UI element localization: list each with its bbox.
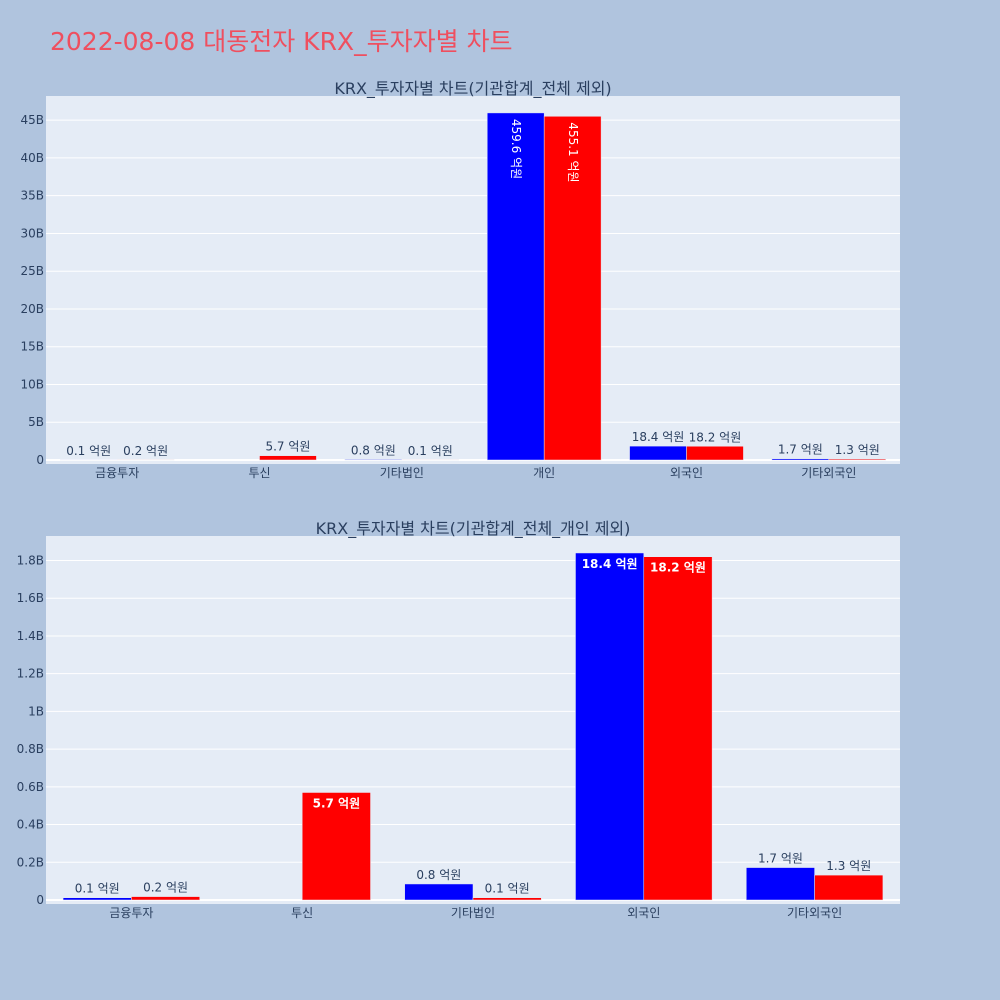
chart-title: KRX_투자자별 차트(기관합계_전체_개인 제외) [316,519,631,539]
data-label: 0.1 억원 [75,882,120,896]
y-tick-label: 1B [28,704,44,718]
y-tick-label: 1.2B [17,667,44,681]
x-tick-label: 기타법인 [451,906,495,920]
bar [301,792,371,901]
y-tick-label: 30B [20,226,44,240]
bar [814,874,884,901]
data-label: 455.1 억원 [566,122,580,182]
bar [62,897,132,901]
bar [472,897,542,901]
page-title: 2022-08-08 대동전자 KRX_투자자별 차트 [50,27,513,56]
data-label: 5.7 억원 [265,440,310,454]
x-tick-label: 금융투자 [109,906,153,920]
y-tick-label: 0.6B [17,780,44,794]
x-tick-label: 기타외국인 [787,906,842,920]
data-label: 1.7 억원 [778,443,823,457]
x-tick-label: 투신 [291,906,313,920]
bar [746,867,815,901]
data-label: 0.2 억원 [143,881,188,895]
y-tick-label: 0.8B [17,742,44,756]
x-tick-label: 외국인 [627,906,660,920]
x-tick-label: 기타외국인 [801,466,856,480]
x-tick-label: 개인 [533,466,555,480]
y-tick-label: 0.4B [17,818,44,832]
y-tick-label: 1.6B [17,591,44,605]
data-label: 0.8 억원 [416,868,461,882]
bar [828,458,887,461]
data-label: 5.7 억원 [313,796,361,810]
bar [259,455,317,461]
data-label: 18.2 억원 [650,561,706,575]
x-tick-label: 기타법인 [380,466,424,480]
data-label: 18.2 억원 [689,430,742,444]
bar [575,552,645,901]
bar [486,112,545,461]
y-tick-label: 0 [36,453,44,467]
plot-area [46,96,900,464]
data-label: 1.7 억원 [758,852,803,866]
y-tick-label: 0 [36,893,44,907]
data-label: 0.8 억원 [351,443,396,457]
y-tick-label: 1.8B [17,554,44,568]
x-tick-label: 투신 [248,466,270,480]
bar [771,458,830,461]
bar [686,446,744,461]
data-label: 0.1 억원 [408,444,453,458]
y-tick-label: 0.2B [17,855,44,869]
y-tick-label: 1.4B [17,629,44,643]
data-label: 18.4 억원 [632,430,685,444]
data-label: 18.4 억원 [582,557,638,571]
y-tick-label: 40B [20,151,44,165]
y-tick-label: 15B [20,340,44,354]
data-label: 0.1 억원 [485,882,530,896]
plot-area [46,536,900,904]
x-tick-label: 외국인 [670,466,703,480]
bar [543,116,602,461]
bar [629,445,687,461]
y-tick-label: 45B [20,113,44,127]
bar [131,896,200,901]
y-tick-label: 25B [20,264,44,278]
y-tick-label: 35B [20,189,44,203]
x-tick-label: 금융투자 [95,466,139,480]
bar [643,556,713,901]
data-label: 459.6 억원 [509,119,523,179]
bar [404,883,474,901]
chart-top: 0 5B 10B 15B 20B 25B 30B 35B 40B 45B KRX_투자자별 차트(기… [20,79,900,480]
data-label: 1.3 억원 [826,859,871,873]
data-label: 1.3 억원 [835,443,880,457]
chart-title: KRX_투자자별 차트(기관합계_전체 제외) [334,79,611,99]
data-label: 0.1 억원 [66,444,111,458]
y-tick-label: 10B [20,377,44,391]
data-label: 0.2 억원 [123,444,168,458]
y-tick-label: 5B [28,415,44,429]
bar [344,459,403,461]
y-tick-label: 20B [20,302,44,316]
chart-bottom: 0 0.2B 0.4B 0.6B 0.8B 1B 1.2B 1.4B 1.6B 1.8B KRX_투… [17,519,900,920]
